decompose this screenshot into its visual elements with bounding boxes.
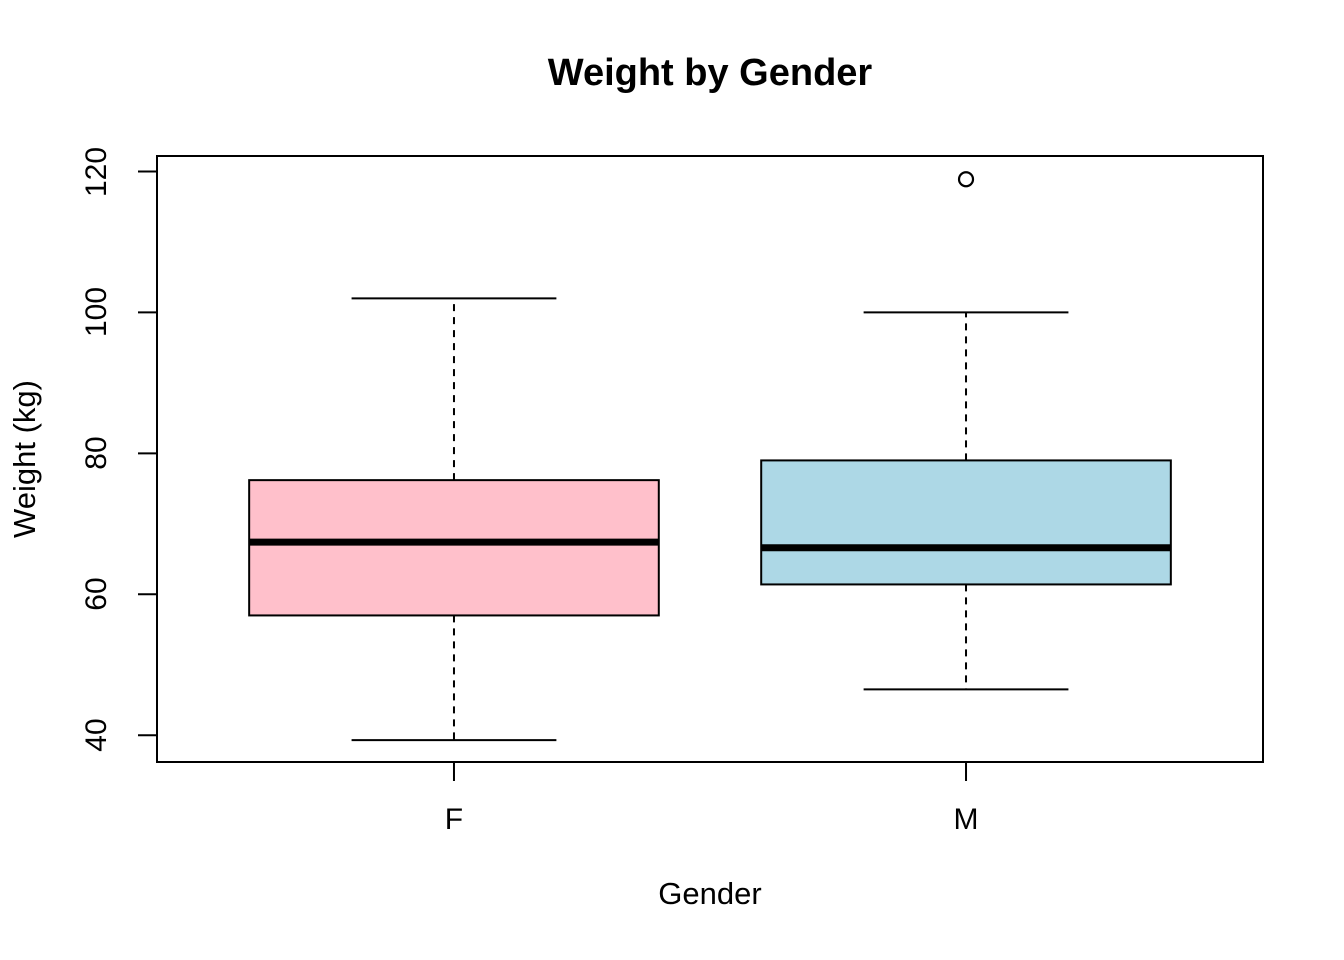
outlier-point bbox=[957, 171, 975, 188]
y-tick-label: 100 bbox=[80, 287, 113, 338]
y-axis-label: Weight (kg) bbox=[7, 380, 42, 538]
x-category-label: F bbox=[444, 803, 464, 836]
plot-frame bbox=[156, 155, 1264, 763]
chart-title: Weight by Gender bbox=[547, 52, 873, 94]
x-axis-label: Gender bbox=[658, 876, 762, 911]
y-tick-label: 60 bbox=[80, 577, 113, 611]
y-tick-label: 120 bbox=[80, 146, 113, 197]
y-tick-label: 80 bbox=[80, 436, 113, 471]
box bbox=[248, 479, 660, 617]
x-category-label: M bbox=[953, 803, 979, 836]
y-tick-label: 40 bbox=[80, 718, 113, 752]
box bbox=[760, 459, 1172, 586]
